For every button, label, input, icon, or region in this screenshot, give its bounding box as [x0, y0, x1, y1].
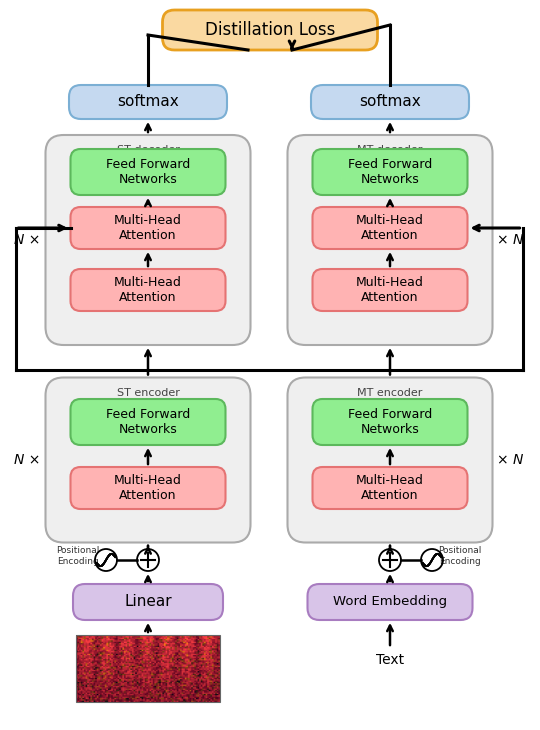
- Text: Positional
Encoding: Positional Encoding: [56, 546, 100, 566]
- Text: Multi-Head
Attention: Multi-Head Attention: [114, 474, 182, 502]
- FancyBboxPatch shape: [45, 135, 251, 345]
- FancyBboxPatch shape: [73, 584, 223, 620]
- Text: N ×: N ×: [15, 453, 40, 467]
- Text: Multi-Head
Attention: Multi-Head Attention: [356, 214, 424, 242]
- Text: Multi-Head
Attention: Multi-Head Attention: [114, 276, 182, 304]
- FancyBboxPatch shape: [313, 269, 468, 311]
- Text: Multi-Head
Attention: Multi-Head Attention: [114, 214, 182, 242]
- FancyBboxPatch shape: [287, 377, 492, 542]
- Text: × N: × N: [497, 453, 524, 467]
- Text: Multi-Head
Attention: Multi-Head Attention: [356, 474, 424, 502]
- FancyBboxPatch shape: [69, 85, 227, 119]
- FancyBboxPatch shape: [307, 584, 472, 620]
- FancyBboxPatch shape: [71, 269, 226, 311]
- FancyBboxPatch shape: [71, 207, 226, 249]
- FancyBboxPatch shape: [313, 399, 468, 445]
- Text: Multi-Head
Attention: Multi-Head Attention: [356, 276, 424, 304]
- Text: Word Embedding: Word Embedding: [333, 596, 447, 609]
- FancyBboxPatch shape: [313, 207, 468, 249]
- Text: Linear: Linear: [124, 594, 172, 610]
- FancyBboxPatch shape: [71, 467, 226, 509]
- Bar: [76, 635, 220, 702]
- Text: Text: Text: [376, 653, 404, 667]
- Text: Feed Forward
Networks: Feed Forward Networks: [348, 158, 432, 186]
- Text: ST encoder: ST encoder: [117, 388, 179, 398]
- FancyBboxPatch shape: [71, 399, 226, 445]
- FancyBboxPatch shape: [311, 85, 469, 119]
- FancyBboxPatch shape: [313, 149, 468, 195]
- FancyBboxPatch shape: [71, 149, 226, 195]
- Text: Positional
Encoding: Positional Encoding: [438, 546, 482, 566]
- Text: Feed Forward
Networks: Feed Forward Networks: [106, 408, 190, 436]
- FancyBboxPatch shape: [287, 135, 492, 345]
- FancyBboxPatch shape: [313, 467, 468, 509]
- Text: MT encoder: MT encoder: [357, 388, 423, 398]
- Text: × N: × N: [497, 233, 524, 247]
- FancyBboxPatch shape: [163, 10, 377, 50]
- Text: Feed Forward
Networks: Feed Forward Networks: [348, 408, 432, 436]
- Text: MT decoder: MT decoder: [357, 145, 423, 155]
- Text: Distillation Loss: Distillation Loss: [205, 21, 335, 39]
- Text: ST decoder: ST decoder: [117, 145, 179, 155]
- Text: softmax: softmax: [117, 94, 179, 110]
- Text: N ×: N ×: [15, 233, 40, 247]
- Text: Feed Forward
Networks: Feed Forward Networks: [106, 158, 190, 186]
- FancyBboxPatch shape: [45, 377, 251, 542]
- Text: softmax: softmax: [359, 94, 421, 110]
